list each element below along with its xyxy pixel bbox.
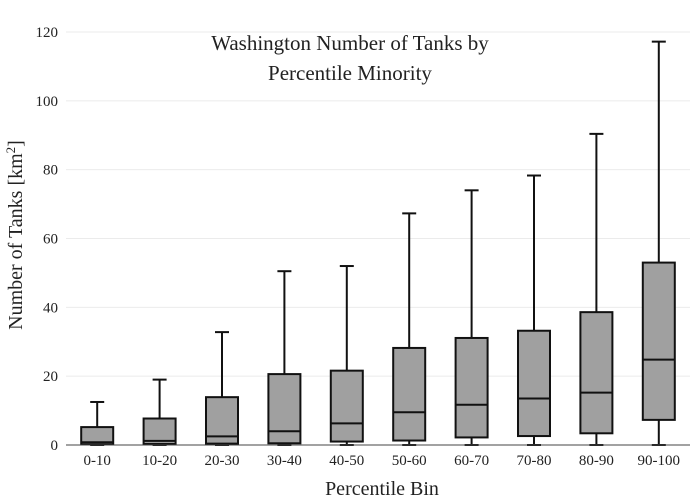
- y-axis-ticks: 0 20 40 60 80 100 120: [36, 25, 59, 454]
- box-40-50: [329, 265, 364, 446]
- y-axis-title-main: Number of Tanks [km: [5, 153, 27, 330]
- box-iqr: [517, 329, 551, 438]
- y-axis-title: Number of Tanks [km2]: [3, 140, 27, 330]
- box-0-10: [80, 400, 115, 446]
- box-60-70: [454, 189, 489, 446]
- box-20-30: [205, 331, 239, 446]
- y-tick-label: 80: [43, 163, 58, 179]
- y-tick-label: 20: [43, 369, 58, 385]
- box-30-40: [267, 270, 302, 446]
- x-tick-label: 60-70: [454, 453, 489, 469]
- y-tick-label: 0: [51, 438, 59, 454]
- y-tick-label: 100: [36, 94, 59, 110]
- x-tick-label: 10-20: [142, 453, 177, 469]
- x-tick-label: 20-30: [205, 453, 240, 469]
- box-50-60: [392, 212, 427, 446]
- y-tick-label: 120: [36, 25, 59, 41]
- box-iqr: [80, 426, 115, 446]
- chart-title-line-1: Washington Number of Tanks by: [211, 31, 489, 55]
- x-tick-label: 80-90: [579, 453, 614, 469]
- y-axis-title-superscript: 2: [3, 147, 18, 154]
- box-70-80: [517, 174, 551, 446]
- y-tick-label: 40: [43, 300, 58, 316]
- x-tick-label: 30-40: [267, 453, 302, 469]
- box-iqr: [392, 346, 427, 442]
- box-iqr: [454, 336, 489, 439]
- x-axis-title: Percentile Bin: [325, 478, 439, 500]
- box-90-100: [641, 40, 676, 446]
- x-axis-ticks: 0-10 10-20 20-30 30-40 40-50 50-60 60-70 70-80 8…: [83, 453, 680, 469]
- box-series: [80, 40, 676, 446]
- box-80-90: [579, 132, 614, 446]
- y-axis-title-end: ]: [5, 140, 27, 147]
- y-tick-label: 60: [43, 232, 58, 248]
- box-iqr: [329, 369, 364, 443]
- x-tick-label: 50-60: [392, 453, 427, 469]
- x-tick-label: 0-10: [83, 453, 111, 469]
- x-tick-label: 70-80: [517, 453, 552, 469]
- x-tick-label: 90-100: [638, 453, 681, 469]
- box-iqr: [579, 311, 614, 435]
- box-iqr: [142, 417, 177, 445]
- chart-title-line-2: Percentile Minority: [268, 61, 432, 85]
- box-iqr: [267, 373, 302, 445]
- box-10-20: [142, 378, 177, 446]
- x-tick-label: 40-50: [329, 453, 364, 469]
- box-iqr: [641, 261, 676, 421]
